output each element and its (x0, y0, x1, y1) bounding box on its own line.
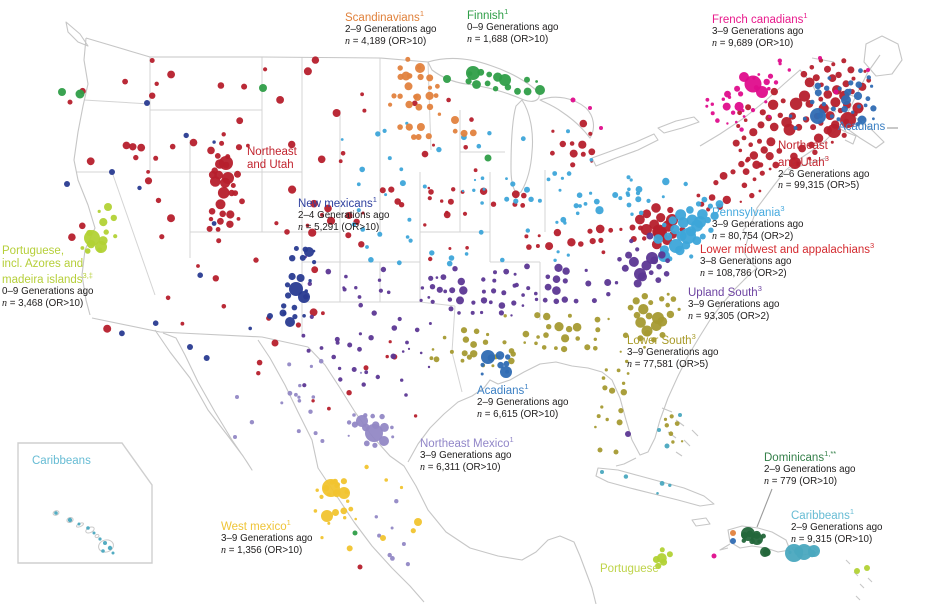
dots-upland-south (301, 232, 670, 437)
state-boundaries (76, 57, 546, 393)
dots-dominicans (741, 527, 771, 557)
dots-portuguese (80, 203, 870, 574)
dots-new-mexicans (64, 100, 317, 361)
caribbeans-hawaii-dots (54, 511, 115, 555)
coastline-outline (65, 21, 903, 605)
dots-northeast-and-utah (67, 56, 872, 570)
cluster-dots (58, 56, 877, 574)
dots-french-canadians (570, 56, 870, 559)
hawaii-inset-box (17, 442, 153, 564)
dots-finnish (58, 66, 545, 536)
dots-northeast-mexico (233, 358, 410, 567)
dominicans-leader-line (756, 488, 773, 528)
dots-caribbeans (600, 413, 820, 562)
dots-scandinavians (388, 56, 736, 536)
dots-west-mexico (313, 464, 422, 552)
dots-acadians (480, 68, 877, 544)
dots-lower-south (429, 292, 684, 455)
